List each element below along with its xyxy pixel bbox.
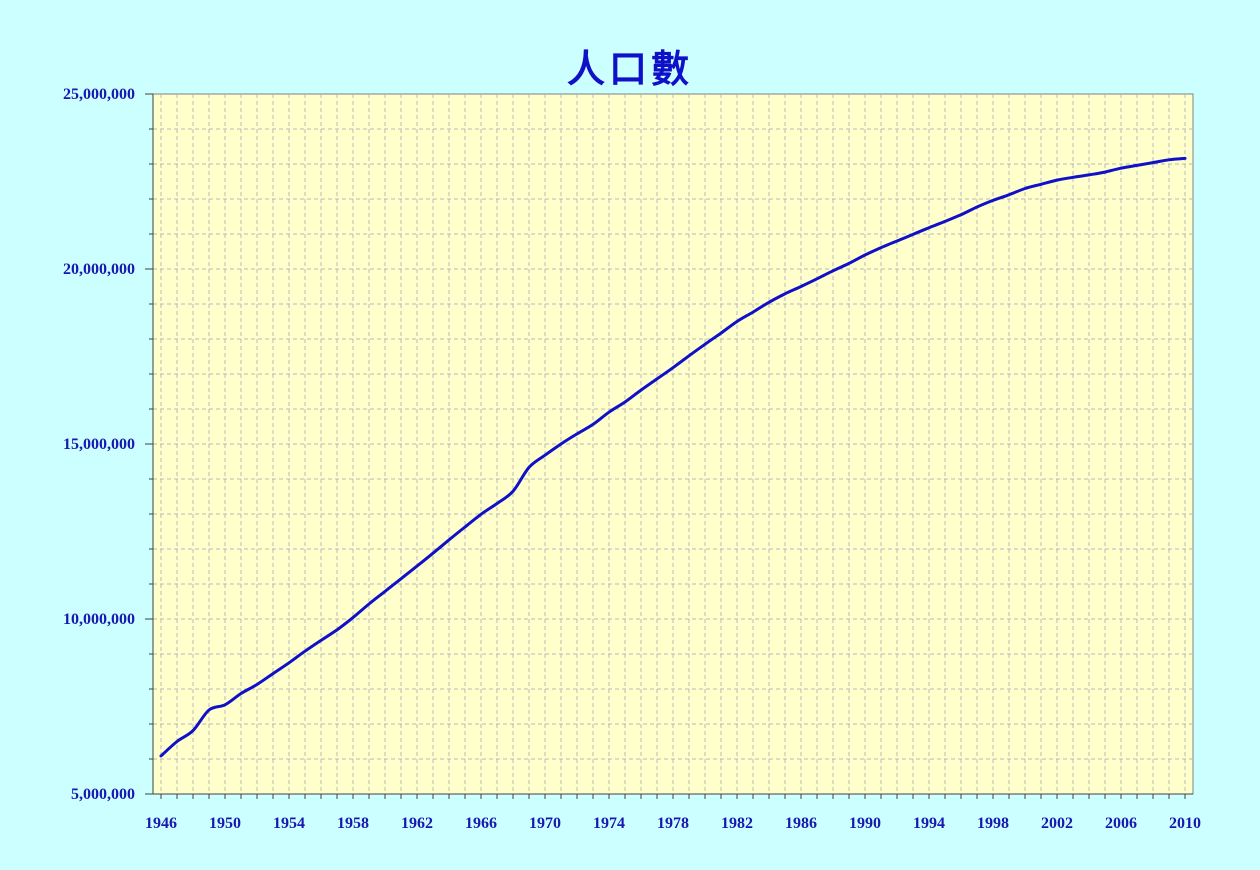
population-line [159,156,1187,758]
x-tick-label: 1982 [721,815,753,832]
y-tick-label: 25,000,000 [63,86,135,103]
y-tick-label: 10,000,000 [63,611,135,628]
x-tick-label: 1954 [273,815,305,832]
x-tick-label: 1986 [785,815,817,832]
x-tick-label: 2010 [1169,815,1201,832]
y-tick-label: 15,000,000 [63,436,135,453]
x-tick-label: 1966 [465,815,497,832]
x-tick-label: 1950 [209,815,241,832]
x-tick-label: 1998 [977,815,1009,832]
x-tick-label: 1962 [401,815,433,832]
x-tick-label: 1978 [657,815,689,832]
chart-title: 人口數 [566,46,693,91]
y-tick-label: 5,000,000 [71,786,135,803]
x-tick-label: 1970 [529,815,561,832]
x-tick-label: 1974 [593,815,625,832]
y-tick-label: 20,000,000 [63,261,135,278]
x-tick-label: 2002 [1041,815,1073,832]
x-tick-label: 1994 [913,815,945,832]
x-tick-label: 1958 [337,815,369,832]
x-tick-label: 2006 [1105,815,1137,832]
x-tick-label: 1946 [145,815,177,832]
x-tick-label: 1990 [849,815,881,832]
